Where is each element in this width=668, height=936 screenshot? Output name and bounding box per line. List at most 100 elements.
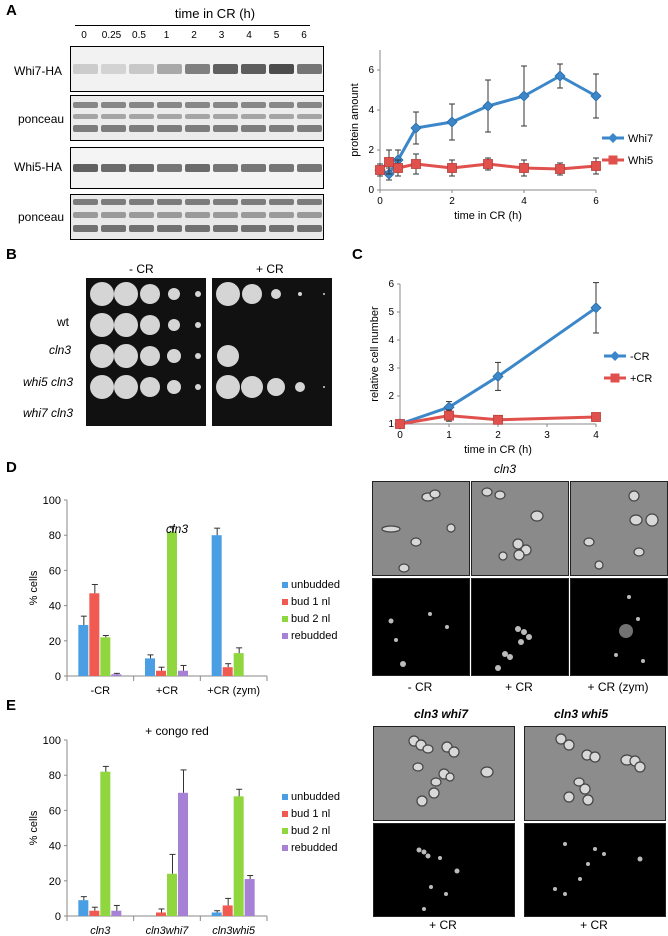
yeast-spot — [195, 384, 201, 390]
spot-assay-minus-cr — [86, 278, 206, 426]
y-tick-label: 100 — [43, 495, 61, 507]
data-point — [483, 159, 493, 169]
nucleus — [578, 877, 582, 881]
yeast-spot — [90, 344, 114, 368]
legend-label: bud 2 nl — [291, 613, 330, 625]
blot-band — [129, 114, 154, 119]
x-category-label: +CR (zym) — [207, 685, 260, 697]
blot-band — [297, 114, 322, 119]
blot-band — [73, 225, 98, 232]
data-point — [492, 370, 504, 382]
yeast-spot — [114, 282, 138, 306]
yeast-spot — [195, 322, 201, 328]
nucleus — [586, 862, 590, 866]
data-point — [446, 116, 458, 128]
nucleus — [438, 856, 442, 860]
yeast-cell — [563, 739, 575, 751]
legend-label: bud 1 nl — [291, 596, 330, 608]
nucleus — [400, 661, 406, 667]
legend-marker — [610, 373, 620, 383]
blot-band — [73, 114, 98, 119]
micro-condition-minus-cr: - CR — [407, 680, 433, 694]
yeast-cell — [498, 551, 508, 561]
y-axis-label: % cells — [28, 570, 40, 605]
dic-image-plus-cr-zym — [570, 481, 668, 576]
blot-band — [297, 64, 322, 74]
legend-swatch — [282, 811, 288, 817]
yeast-spot — [140, 284, 160, 304]
nucleus — [563, 892, 567, 896]
nucleus — [425, 853, 431, 859]
bar — [244, 879, 255, 916]
y-tick-label: 0 — [55, 911, 61, 923]
legend-marker — [610, 351, 620, 361]
blot-band — [157, 114, 182, 119]
ponceau-blot-1 — [70, 95, 324, 141]
data-point — [590, 302, 602, 314]
data-point — [395, 419, 405, 429]
bar — [233, 796, 244, 916]
blot-band — [73, 164, 98, 172]
yeast-cell — [583, 537, 595, 547]
chart-title: cln3 — [166, 522, 188, 536]
spot-assay-plus-cr — [212, 278, 332, 426]
bar — [89, 593, 100, 676]
y-tick-label: 5 — [388, 307, 394, 318]
chart-e: 0 20 40 60 80 100 % cells cln3 cln3whi7 cln3whi5 +… — [28, 724, 340, 936]
blot-band — [185, 164, 210, 172]
blot-band — [269, 225, 294, 232]
nucleus — [515, 626, 521, 632]
x-tick-label: 1 — [446, 430, 452, 441]
bar — [211, 535, 222, 676]
yeast-spot — [195, 353, 201, 359]
nucleus — [454, 868, 460, 874]
time-header-line — [75, 25, 310, 26]
data-point — [555, 164, 565, 174]
yeast-cell — [629, 514, 643, 526]
data-point — [375, 165, 385, 175]
time-point-label: 0.5 — [132, 30, 146, 41]
blot-band — [213, 125, 238, 132]
data-point — [393, 163, 403, 173]
bar — [156, 912, 166, 916]
blot-band — [269, 64, 294, 74]
blot-band — [129, 164, 154, 172]
blot-band — [185, 64, 210, 74]
yeast-spot — [167, 380, 181, 394]
yeast-spot — [168, 288, 180, 300]
yeast-spot — [90, 313, 114, 337]
nucleus — [614, 653, 618, 657]
yeast-cell — [628, 490, 640, 502]
blot-band — [157, 199, 182, 205]
yeast-cell — [513, 549, 525, 561]
western-blot-whi7 — [70, 46, 324, 92]
yeast-spot — [168, 319, 180, 331]
nucleus — [445, 625, 449, 629]
legend-label: Whi7 — [628, 133, 653, 145]
blot-band — [297, 225, 322, 232]
blot-band — [241, 125, 266, 132]
bar — [233, 653, 244, 676]
nucleus — [602, 852, 606, 856]
yeast-cell — [448, 746, 460, 758]
yeast-spot — [114, 375, 138, 399]
blot-band — [73, 212, 98, 218]
yeast-spot — [90, 282, 114, 306]
dapi-image-minus-cr — [372, 578, 470, 676]
chart-title: + congo red — [145, 724, 209, 738]
blot-band — [241, 225, 266, 232]
legend-label: Whi5 — [628, 155, 653, 167]
legend-label: bud 1 nl — [291, 808, 330, 820]
blot-band — [269, 125, 294, 132]
x-tick-label: 0 — [377, 196, 383, 207]
blot-band — [297, 199, 322, 205]
nucleus — [563, 842, 567, 846]
yeast-spot — [267, 378, 285, 396]
time-point-label: 4 — [246, 30, 252, 41]
data-point — [447, 163, 457, 173]
dapi-image-plus-cr-zym — [570, 578, 668, 676]
nucleus — [507, 654, 513, 660]
series-line — [399, 414, 597, 426]
yeast-cell — [381, 525, 401, 533]
